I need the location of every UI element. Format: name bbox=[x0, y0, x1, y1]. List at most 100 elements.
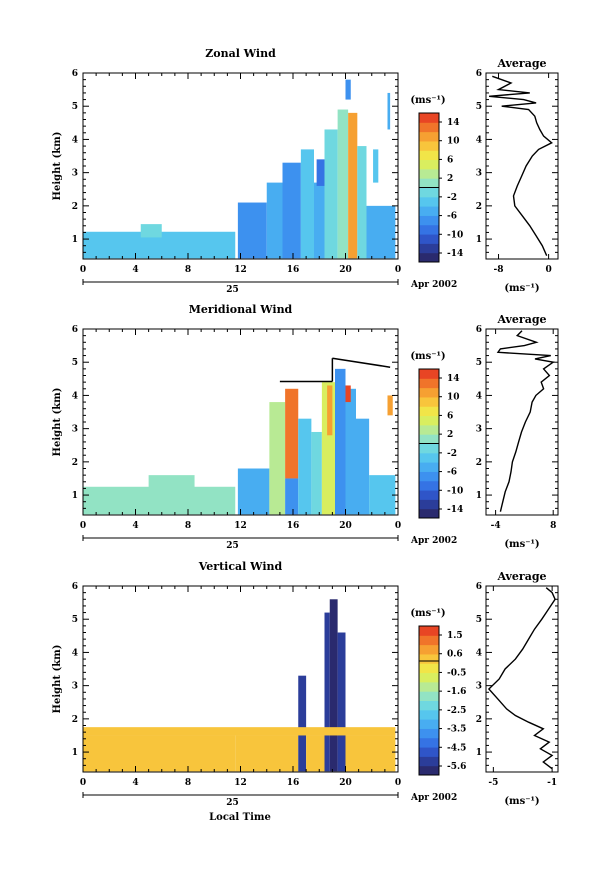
colorbar-tick-label: -1.6 bbox=[447, 687, 466, 697]
colorbar-tick-label: 6 bbox=[447, 155, 453, 165]
profile-x-tick-label: 0 bbox=[545, 265, 551, 275]
y-tick-label: 4 bbox=[72, 648, 78, 658]
colorbar-swatch bbox=[419, 644, 439, 655]
x-tick-label: 20 bbox=[339, 778, 352, 788]
colorbar-swatch bbox=[419, 626, 439, 636]
data-cell-2 bbox=[237, 202, 267, 259]
profile-y-tick-label: 2 bbox=[476, 715, 482, 725]
profile-y-tick-label: 6 bbox=[476, 582, 482, 592]
profile-y-tick-label: 4 bbox=[476, 391, 482, 401]
colorbar-tick-label: 6 bbox=[447, 411, 453, 421]
marker-line-2 bbox=[332, 357, 391, 368]
colorbar-swatch bbox=[419, 187, 439, 198]
date-label: Apr 2002 bbox=[410, 280, 457, 290]
profile-y-tick-label: 3 bbox=[476, 425, 482, 435]
y-tick-label: 5 bbox=[72, 102, 78, 112]
colorbar-swatch bbox=[419, 737, 439, 748]
colorbar-tick-label: -4.5 bbox=[447, 743, 466, 753]
colorbar-swatch bbox=[419, 443, 439, 454]
colorbar-swatch bbox=[419, 490, 439, 500]
colorbar-tick-label: 14 bbox=[447, 374, 460, 384]
x-tick-label: 12 bbox=[234, 778, 247, 788]
y-tick-label: 6 bbox=[72, 69, 78, 79]
data-cell-10 bbox=[357, 146, 367, 259]
data-cell-6 bbox=[337, 632, 346, 772]
data-cell-7 bbox=[345, 735, 396, 772]
profile-y-tick-label: 5 bbox=[476, 358, 482, 368]
data-cell-13 bbox=[356, 418, 370, 515]
y-tick-label: 2 bbox=[72, 458, 78, 468]
colorbar-unit: (ms⁻¹) bbox=[410, 351, 445, 362]
x-tick-label: 16 bbox=[287, 778, 300, 788]
x-tick-label: 0 bbox=[80, 521, 86, 531]
y-tick-label: 2 bbox=[72, 715, 78, 725]
data-cell-13 bbox=[387, 92, 391, 130]
x-tick-label: 12 bbox=[234, 265, 247, 275]
y-tick-label: 2 bbox=[72, 202, 78, 212]
colorbar-swatch bbox=[419, 369, 439, 379]
profile-y-tick-label: 6 bbox=[476, 325, 482, 335]
colorbar-swatch bbox=[419, 140, 439, 151]
colorbar-tick-label: 14 bbox=[447, 118, 460, 128]
colorbar-tick-label: -0.5 bbox=[447, 668, 466, 678]
data-cell-12 bbox=[345, 385, 351, 403]
data-cell-9 bbox=[327, 385, 333, 436]
y-tick-label: 6 bbox=[72, 325, 78, 335]
profile-y-tick-label: 4 bbox=[476, 135, 482, 145]
profile-x-tick-label: 8 bbox=[550, 521, 556, 531]
profile-unit: (ms⁻¹) bbox=[504, 539, 539, 550]
profile-frame bbox=[485, 72, 559, 260]
profile-y-tick-label: 5 bbox=[476, 102, 482, 112]
colorbar-swatch bbox=[419, 691, 439, 701]
colorbar-swatch bbox=[419, 452, 439, 463]
profile-y-tick-label: 1 bbox=[476, 748, 482, 758]
colorbar-swatch bbox=[419, 663, 439, 674]
profile-y-tick-label: 3 bbox=[476, 169, 482, 179]
x-tick-label: 4 bbox=[132, 265, 138, 275]
x-tick-label: 0 bbox=[395, 778, 401, 788]
x-axis-label: Local Time bbox=[209, 812, 271, 823]
colorbar-swatch bbox=[419, 462, 439, 472]
date-label: Apr 2002 bbox=[410, 793, 457, 803]
colorbar-unit: (ms⁻¹) bbox=[410, 608, 445, 619]
colorbar-tick-label: 1.5 bbox=[447, 631, 463, 641]
y-tick-label: 6 bbox=[72, 582, 78, 592]
y-tick-label: 4 bbox=[72, 135, 78, 145]
colorbar-tick-label: -2.5 bbox=[447, 706, 466, 716]
x-tick-label: 4 bbox=[132, 778, 138, 788]
x-tick-label: 16 bbox=[287, 265, 300, 275]
profile-title: Average bbox=[496, 57, 546, 70]
chart-title: Zonal Wind bbox=[205, 47, 276, 60]
profile-x-tick-label: -5 bbox=[488, 778, 498, 788]
data-cell-3 bbox=[269, 402, 286, 515]
data-cell-8 bbox=[83, 727, 396, 736]
profile-y-tick-label: 5 bbox=[476, 615, 482, 625]
y-tick-label: 4 bbox=[72, 391, 78, 401]
profile-unit: (ms⁻¹) bbox=[504, 283, 539, 294]
colorbar-swatch bbox=[419, 756, 439, 767]
colorbar-swatch bbox=[419, 415, 439, 426]
y-tick-label: 5 bbox=[72, 615, 78, 625]
profile-x-tick-label: -4 bbox=[491, 521, 501, 531]
profile-line bbox=[489, 75, 553, 256]
colorbar-swatch bbox=[419, 672, 439, 683]
colorbar-swatch bbox=[419, 471, 439, 482]
colorbar-swatch bbox=[419, 747, 439, 757]
data-cell-2 bbox=[298, 675, 307, 772]
colorbar-tick-label: -14 bbox=[447, 505, 463, 515]
colorbar-swatch bbox=[419, 206, 439, 216]
data-cell-5 bbox=[285, 478, 299, 515]
data-cell-8 bbox=[337, 109, 349, 259]
x-tick-label: 8 bbox=[185, 521, 191, 531]
chart-title: Vertical Wind bbox=[198, 560, 283, 573]
x-tick-label: 0 bbox=[395, 265, 401, 275]
colorbar-swatch bbox=[419, 150, 439, 161]
colorbar-swatch bbox=[419, 480, 439, 491]
profile-y-tick-label: 2 bbox=[476, 458, 482, 468]
data-cell-7 bbox=[311, 431, 322, 515]
colorbar-swatch bbox=[419, 765, 439, 776]
y-axis-label: Height (km) bbox=[52, 645, 63, 714]
data-cells bbox=[83, 368, 396, 515]
profile-y-tick-label: 4 bbox=[476, 648, 482, 658]
profile-title: Average bbox=[496, 313, 546, 326]
